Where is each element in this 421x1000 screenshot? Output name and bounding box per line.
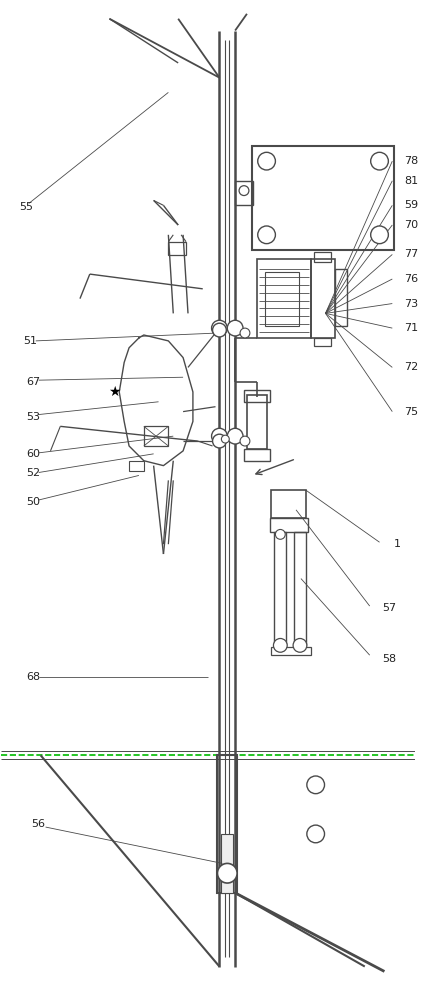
Bar — [314, 252, 331, 262]
Circle shape — [275, 529, 285, 539]
Text: 67: 67 — [26, 377, 40, 387]
Text: 53: 53 — [26, 412, 40, 422]
Text: 52: 52 — [26, 468, 40, 478]
Bar — [168, 242, 186, 255]
Text: 58: 58 — [382, 654, 397, 664]
Bar — [244, 449, 269, 461]
Circle shape — [212, 428, 227, 444]
Bar — [272, 647, 311, 655]
Circle shape — [293, 638, 307, 652]
Text: 51: 51 — [23, 336, 37, 346]
Circle shape — [258, 152, 275, 170]
Text: ★: ★ — [108, 385, 120, 399]
Circle shape — [258, 226, 275, 244]
Text: 57: 57 — [382, 603, 397, 613]
Text: 70: 70 — [404, 220, 418, 230]
Bar — [294, 532, 306, 645]
Bar — [129, 461, 144, 471]
Text: 71: 71 — [404, 323, 418, 333]
Text: 75: 75 — [404, 407, 418, 417]
Text: 78: 78 — [404, 156, 418, 166]
Text: 77: 77 — [404, 249, 418, 259]
Circle shape — [307, 776, 325, 794]
Bar — [274, 532, 286, 645]
Circle shape — [218, 863, 237, 883]
Text: 72: 72 — [404, 362, 418, 372]
Bar — [235, 181, 253, 205]
Circle shape — [274, 638, 287, 652]
Circle shape — [370, 226, 388, 244]
Text: 55: 55 — [19, 202, 33, 212]
Circle shape — [213, 323, 226, 337]
Circle shape — [370, 152, 388, 170]
Bar — [269, 518, 308, 532]
Bar — [252, 146, 394, 250]
Bar — [244, 390, 269, 402]
Circle shape — [240, 328, 250, 338]
Bar — [272, 490, 306, 518]
Text: 81: 81 — [404, 176, 418, 186]
Circle shape — [221, 435, 229, 443]
Text: 60: 60 — [26, 449, 40, 459]
Circle shape — [212, 320, 227, 336]
Text: 76: 76 — [404, 274, 418, 284]
Text: 59: 59 — [404, 200, 418, 210]
Bar — [247, 395, 266, 449]
Bar — [336, 269, 347, 326]
Bar — [314, 338, 331, 346]
Text: 56: 56 — [31, 819, 45, 829]
Circle shape — [227, 320, 243, 336]
Bar — [257, 259, 311, 338]
Circle shape — [213, 434, 226, 448]
Circle shape — [307, 825, 325, 843]
Bar — [144, 426, 168, 446]
Bar — [311, 259, 336, 338]
Text: 50: 50 — [26, 497, 40, 507]
Circle shape — [239, 186, 249, 196]
Text: 68: 68 — [26, 672, 40, 682]
Circle shape — [240, 436, 250, 446]
Bar — [265, 272, 299, 326]
Text: 1: 1 — [394, 539, 401, 549]
Bar — [218, 755, 237, 893]
Bar — [221, 834, 233, 893]
Circle shape — [227, 428, 243, 444]
Text: 73: 73 — [404, 299, 418, 309]
